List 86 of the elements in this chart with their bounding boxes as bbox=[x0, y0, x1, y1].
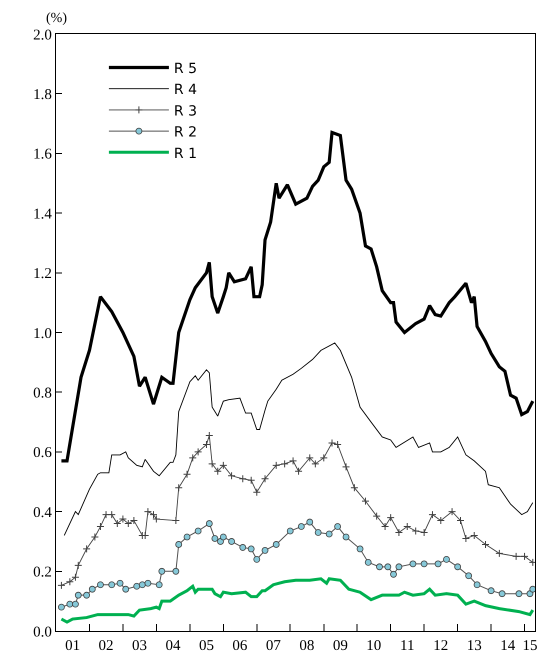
point bbox=[138, 581, 146, 588]
point bbox=[454, 563, 462, 570]
point bbox=[206, 520, 213, 527]
legend-label: R 2 bbox=[174, 124, 197, 141]
x-tick-label: 05 bbox=[198, 638, 214, 654]
point bbox=[384, 563, 392, 570]
y-tick-label: 1.8 bbox=[33, 86, 52, 103]
y-tick-label: 0.2 bbox=[33, 564, 52, 581]
point bbox=[342, 534, 350, 540]
point bbox=[220, 534, 227, 540]
y-tick-label: 2.0 bbox=[33, 27, 52, 44]
y-tick-label: 1.6 bbox=[33, 146, 52, 163]
point bbox=[239, 544, 246, 551]
line-series bbox=[64, 342, 534, 536]
x-tick-label: 04 bbox=[166, 638, 182, 654]
point bbox=[326, 530, 333, 538]
y-tick-label: 0.4 bbox=[33, 504, 52, 521]
point bbox=[516, 590, 522, 598]
point bbox=[72, 600, 79, 608]
point bbox=[116, 580, 124, 587]
y-tick-label: 1.2 bbox=[33, 266, 52, 282]
point bbox=[97, 581, 104, 588]
y-axis-title: (%) bbox=[46, 11, 68, 26]
point bbox=[108, 581, 116, 588]
y-tick-label: 0.6 bbox=[33, 445, 52, 462]
x-tick-label: 14 bbox=[500, 638, 516, 654]
x-tick-label: 12 bbox=[433, 638, 448, 654]
point bbox=[474, 581, 480, 588]
point bbox=[83, 592, 90, 599]
x-tick-label: 07 bbox=[266, 638, 282, 654]
point bbox=[184, 534, 190, 540]
point bbox=[434, 560, 442, 568]
x-tick-label: 03 bbox=[132, 638, 147, 654]
point bbox=[66, 600, 74, 608]
point bbox=[253, 556, 260, 563]
point bbox=[498, 590, 506, 598]
point bbox=[465, 572, 472, 580]
point bbox=[334, 523, 342, 530]
point bbox=[228, 538, 235, 545]
point bbox=[390, 570, 397, 578]
x-tick-label: 10 bbox=[366, 638, 382, 654]
line-series bbox=[60, 577, 534, 624]
legend-label: R 5 bbox=[174, 60, 197, 77]
point bbox=[306, 518, 314, 526]
point bbox=[133, 582, 140, 590]
point bbox=[396, 563, 402, 570]
y-tick-label: 1.0 bbox=[33, 326, 52, 342]
point bbox=[194, 528, 202, 534]
x-tick-label: 13 bbox=[466, 638, 482, 654]
point bbox=[420, 560, 428, 568]
point bbox=[356, 546, 364, 552]
point bbox=[298, 523, 305, 530]
point bbox=[158, 568, 166, 575]
legend-label: R 1 bbox=[174, 146, 197, 162]
point bbox=[88, 586, 96, 593]
point bbox=[58, 604, 65, 611]
x-tick-label: 09 bbox=[332, 638, 348, 654]
point bbox=[156, 581, 163, 588]
legend-label: R 4 bbox=[174, 82, 198, 98]
point bbox=[443, 556, 450, 563]
point bbox=[74, 592, 82, 599]
point bbox=[314, 529, 322, 536]
y-tick-label: 0.0 bbox=[33, 624, 52, 640]
point bbox=[272, 541, 280, 548]
x-tick-label: 15 bbox=[522, 638, 538, 654]
point bbox=[286, 528, 294, 534]
point bbox=[529, 586, 535, 593]
point bbox=[248, 546, 255, 552]
point bbox=[172, 568, 180, 575]
point bbox=[410, 560, 416, 568]
x-tick-label: 01 bbox=[65, 638, 80, 654]
legend-label: R 3 bbox=[174, 103, 197, 120]
x-tick-label: 11 bbox=[400, 638, 414, 654]
point bbox=[364, 558, 372, 566]
point bbox=[376, 563, 383, 570]
x-tick-label: 08 bbox=[299, 638, 314, 654]
x-tick-label: 02 bbox=[98, 638, 114, 654]
point bbox=[212, 535, 218, 542]
point bbox=[175, 541, 182, 548]
point bbox=[488, 587, 494, 594]
point bbox=[122, 586, 130, 593]
point bbox=[262, 547, 268, 554]
y-tick-label: 0.8 bbox=[33, 385, 52, 402]
x-tick-label: 06 bbox=[232, 638, 248, 654]
point bbox=[144, 580, 152, 587]
y-tick-label: 1.4 bbox=[33, 206, 52, 222]
